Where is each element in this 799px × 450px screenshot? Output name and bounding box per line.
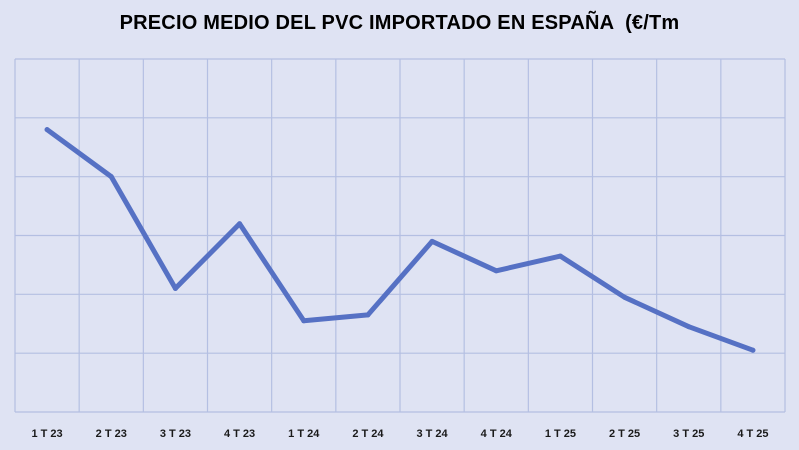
x-tick-label: 4 T 24 xyxy=(481,428,513,440)
x-tick-label: 2 T 25 xyxy=(609,428,640,440)
data-point xyxy=(622,294,628,300)
data-point xyxy=(172,285,178,291)
data-point xyxy=(44,127,50,133)
x-tick-label: 1 T 23 xyxy=(31,428,62,440)
data-point xyxy=(493,268,499,274)
data-point xyxy=(301,318,307,324)
x-tick-label: 3 T 24 xyxy=(416,428,448,440)
grid xyxy=(14,58,786,413)
chart-title: PRECIO MEDIO DEL PVC IMPORTADO EN ESPAÑA… xyxy=(119,12,680,34)
series-layer xyxy=(44,127,756,353)
x-tick-label: 2 T 23 xyxy=(96,428,127,440)
data-point xyxy=(365,312,371,318)
data-point xyxy=(750,347,756,353)
x-axis-ticks: 1 T 23 2 T 23 3 T 23 4 T 23 1 T 24 2 T 24 3 T … xyxy=(31,428,768,440)
data-point xyxy=(557,253,563,259)
data-point xyxy=(686,324,692,330)
x-tick-label: 1 T 24 xyxy=(288,428,320,440)
x-tick-label: 2 T 24 xyxy=(352,428,384,440)
x-tick-label: 1 T 25 xyxy=(545,428,576,440)
x-tick-label: 3 T 25 xyxy=(673,428,704,440)
x-tick-label: 3 T 23 xyxy=(160,428,191,440)
data-point xyxy=(429,238,435,244)
x-tick-label: 4 T 25 xyxy=(737,428,768,440)
data-point xyxy=(108,174,114,180)
data-point xyxy=(237,221,243,227)
x-tick-label: 4 T 23 xyxy=(224,428,255,440)
series-line xyxy=(44,127,756,353)
